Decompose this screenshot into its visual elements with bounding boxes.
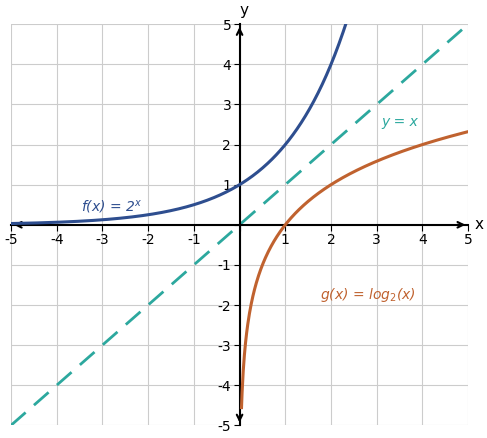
Text: y = x: y = x [381,116,418,130]
Text: x: x [475,217,484,232]
Text: g(x) = log$_2$(x): g(x) = log$_2$(x) [319,286,415,304]
Text: y: y [240,3,249,18]
Text: f(x) = 2$^x$: f(x) = 2$^x$ [81,198,142,215]
